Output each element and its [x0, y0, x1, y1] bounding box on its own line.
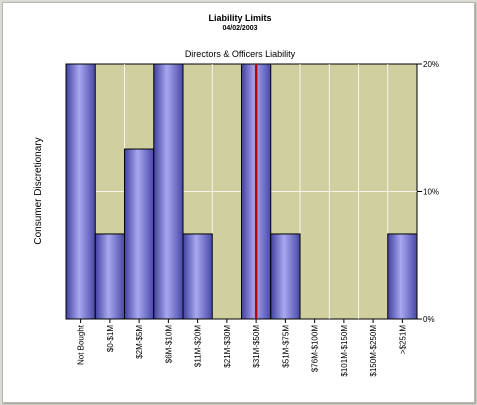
- bar: [65, 63, 96, 320]
- bar: [153, 63, 184, 320]
- x-tick-label: $0-$1M: [106, 325, 115, 352]
- x-tick-label: $150M-$250M: [369, 325, 378, 377]
- bar: [387, 233, 418, 320]
- bar: [124, 148, 155, 320]
- bar: [94, 233, 125, 320]
- x-tick-label: $2M-$5M: [135, 325, 144, 359]
- chart-title: Liability Limits: [208, 13, 271, 23]
- chart-subtitle: 04/02/2003: [222, 25, 257, 32]
- x-tick-label: $31M-$50M: [252, 325, 261, 368]
- x-tick-label: $6M-$10M: [164, 325, 173, 364]
- x-tick-label: >$251M: [398, 325, 407, 354]
- x-tick-label: $76M-$100M: [311, 325, 320, 372]
- y-tick-label: 0%: [423, 315, 435, 324]
- chart-inner-title: Directors & Officers Liability: [185, 49, 296, 59]
- y-axis-label: Consumer Discretionary: [33, 137, 44, 244]
- bar: [182, 233, 213, 320]
- x-tick-label: $11M-$20M: [194, 325, 203, 367]
- x-tick-label: $21M-$30M: [223, 325, 232, 368]
- x-ticks: Not Bought $0-$1M $2M-$5M $6M-$10M $11M-$20M…: [77, 319, 407, 377]
- bar: [270, 233, 301, 320]
- y-tick-label: 20%: [423, 60, 439, 69]
- x-tick-label: Not Bought: [77, 324, 86, 365]
- x-tick-label: $101M-$150M: [340, 325, 349, 377]
- y-ticks: 0% 10% 20%: [417, 60, 439, 324]
- x-tick-label: $51M-$75M: [281, 325, 290, 368]
- y-tick-label: 10%: [423, 188, 439, 197]
